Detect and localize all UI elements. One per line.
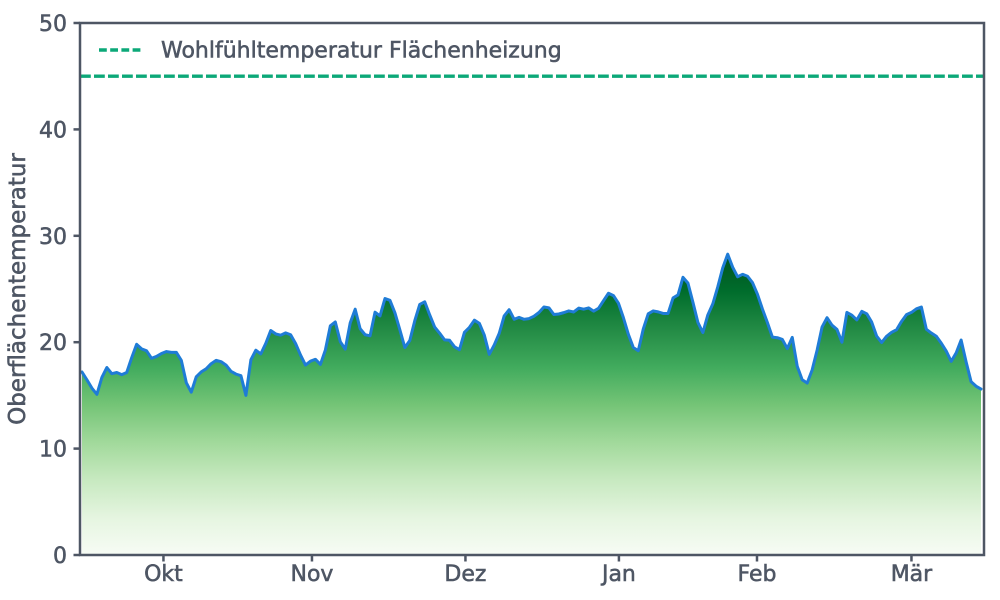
y-tick-label: 20 bbox=[39, 331, 67, 356]
legend-label: Wohlfühltemperatur Flächenheizung bbox=[161, 39, 562, 64]
temperature-area-group bbox=[82, 254, 981, 555]
plot-frame bbox=[78, 21, 986, 557]
temperature-area bbox=[82, 254, 981, 555]
y-tick-label: 10 bbox=[39, 438, 67, 463]
x-tick-label: Nov bbox=[290, 562, 333, 587]
y-axis-label: Oberflächentemperatur bbox=[5, 153, 31, 425]
x-tick-label: Feb bbox=[738, 562, 777, 587]
x-axis-group: Okt Nov Dez Jan Feb Mär bbox=[144, 555, 933, 587]
y-tick-label: 40 bbox=[39, 118, 67, 143]
y-tick-label: 0 bbox=[53, 544, 67, 569]
temperature-line-group bbox=[80, 252, 983, 397]
x-tick-label: Mär bbox=[891, 562, 933, 587]
y-axis-group: 0 10 20 30 40 50 bbox=[39, 12, 80, 569]
legend[interactable]: Wohlfühltemperatur Flächenheizung bbox=[99, 38, 562, 64]
y-tick-label: 30 bbox=[39, 225, 67, 250]
x-tick-label: Dez bbox=[444, 562, 486, 587]
temperature-line bbox=[80, 252, 983, 397]
plot-frame-group bbox=[78, 21, 986, 557]
y-tick-label: 50 bbox=[39, 12, 67, 37]
x-tick-label: Jan bbox=[600, 562, 636, 587]
x-tick-label: Okt bbox=[144, 562, 183, 587]
